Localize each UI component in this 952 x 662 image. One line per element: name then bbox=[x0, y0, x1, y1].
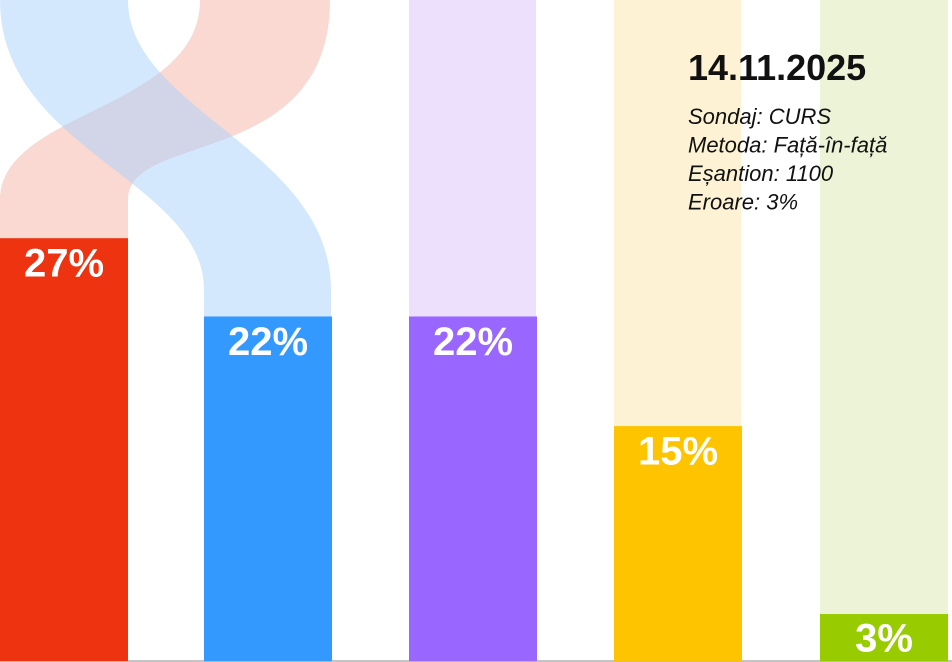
annotation: Sondaj: CURS bbox=[688, 104, 831, 129]
date-title: 14.11.2025 bbox=[688, 47, 866, 88]
annotation: Eșantion: 1100 bbox=[688, 161, 834, 186]
bar bbox=[820, 614, 948, 661]
bar bbox=[614, 426, 742, 661]
value-label: 27% bbox=[24, 242, 104, 286]
bar bbox=[409, 316, 537, 661]
value-label: 22% bbox=[433, 320, 513, 364]
value-label: 22% bbox=[228, 320, 308, 364]
annotation: Metoda: Față-în-față bbox=[688, 133, 887, 158]
bar bbox=[204, 316, 332, 661]
value-label: 3% bbox=[855, 617, 913, 661]
bar bbox=[0, 238, 128, 661]
value-label: 15% bbox=[638, 430, 718, 474]
pale-column bbox=[820, 0, 948, 662]
annotation: Eroare: 3% bbox=[688, 190, 798, 215]
